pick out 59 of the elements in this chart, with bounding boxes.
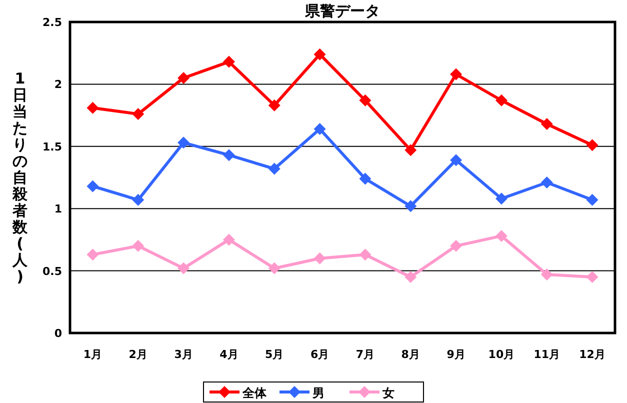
y-tick-label: 2.5: [42, 16, 62, 29]
point: [268, 99, 280, 112]
x-tick-label: 11月: [534, 348, 560, 361]
point: [132, 194, 144, 206]
point: [222, 149, 235, 162]
legend-label: 男: [312, 386, 324, 400]
point: [495, 94, 508, 106]
x-tick-label: 9月: [446, 348, 466, 361]
point: [586, 194, 598, 206]
point: [268, 162, 280, 175]
point: [86, 248, 99, 261]
point: [359, 94, 372, 106]
x-tick-label: 1月: [83, 348, 102, 361]
x-tick-label: 12月: [579, 348, 606, 361]
point: [404, 200, 417, 212]
point: [86, 102, 99, 114]
point: [314, 122, 326, 135]
y-tick-label: 1.5: [42, 140, 62, 154]
point: [222, 56, 235, 68]
point: [495, 230, 508, 242]
y-tick-label: 1: [54, 202, 62, 216]
point: [132, 108, 144, 120]
y-tick-label: 0: [54, 327, 62, 340]
x-tick-label: 6月: [310, 348, 330, 361]
point: [540, 176, 553, 188]
chart-title: 県警データ: [304, 2, 380, 20]
x-tick-label: 8月: [401, 348, 420, 361]
point: [178, 262, 190, 274]
text: 1日当たりの自殺者数(人): [12, 70, 28, 286]
point: [132, 240, 144, 252]
x-tick-label: 4月: [220, 348, 238, 361]
point: [359, 248, 372, 261]
point: [540, 118, 553, 130]
x-tick-label: 3月: [174, 348, 193, 361]
point: [314, 252, 326, 264]
point: [450, 240, 462, 252]
x-tick-label: 10月: [488, 348, 515, 361]
point: [404, 271, 417, 284]
legend-label: 全体: [242, 386, 268, 400]
point: [404, 144, 417, 156]
point: [222, 234, 235, 246]
point: [359, 172, 372, 185]
x-tick-label: 2月: [128, 348, 148, 361]
x-tick-label: 7月: [356, 348, 375, 361]
point: [178, 72, 190, 84]
legend-label: 女: [382, 386, 394, 400]
y-tick-label: 2: [54, 78, 62, 92]
y-tick-label: 0.5: [42, 264, 62, 278]
point: [450, 154, 462, 166]
point: [586, 271, 598, 284]
point: [314, 48, 326, 60]
point: [268, 262, 280, 274]
x-tick-label: 5月: [265, 348, 284, 361]
point: [540, 268, 553, 281]
point: [495, 192, 508, 205]
point: [86, 180, 99, 192]
point: [586, 139, 598, 152]
point: [178, 136, 190, 149]
point: [450, 68, 462, 80]
